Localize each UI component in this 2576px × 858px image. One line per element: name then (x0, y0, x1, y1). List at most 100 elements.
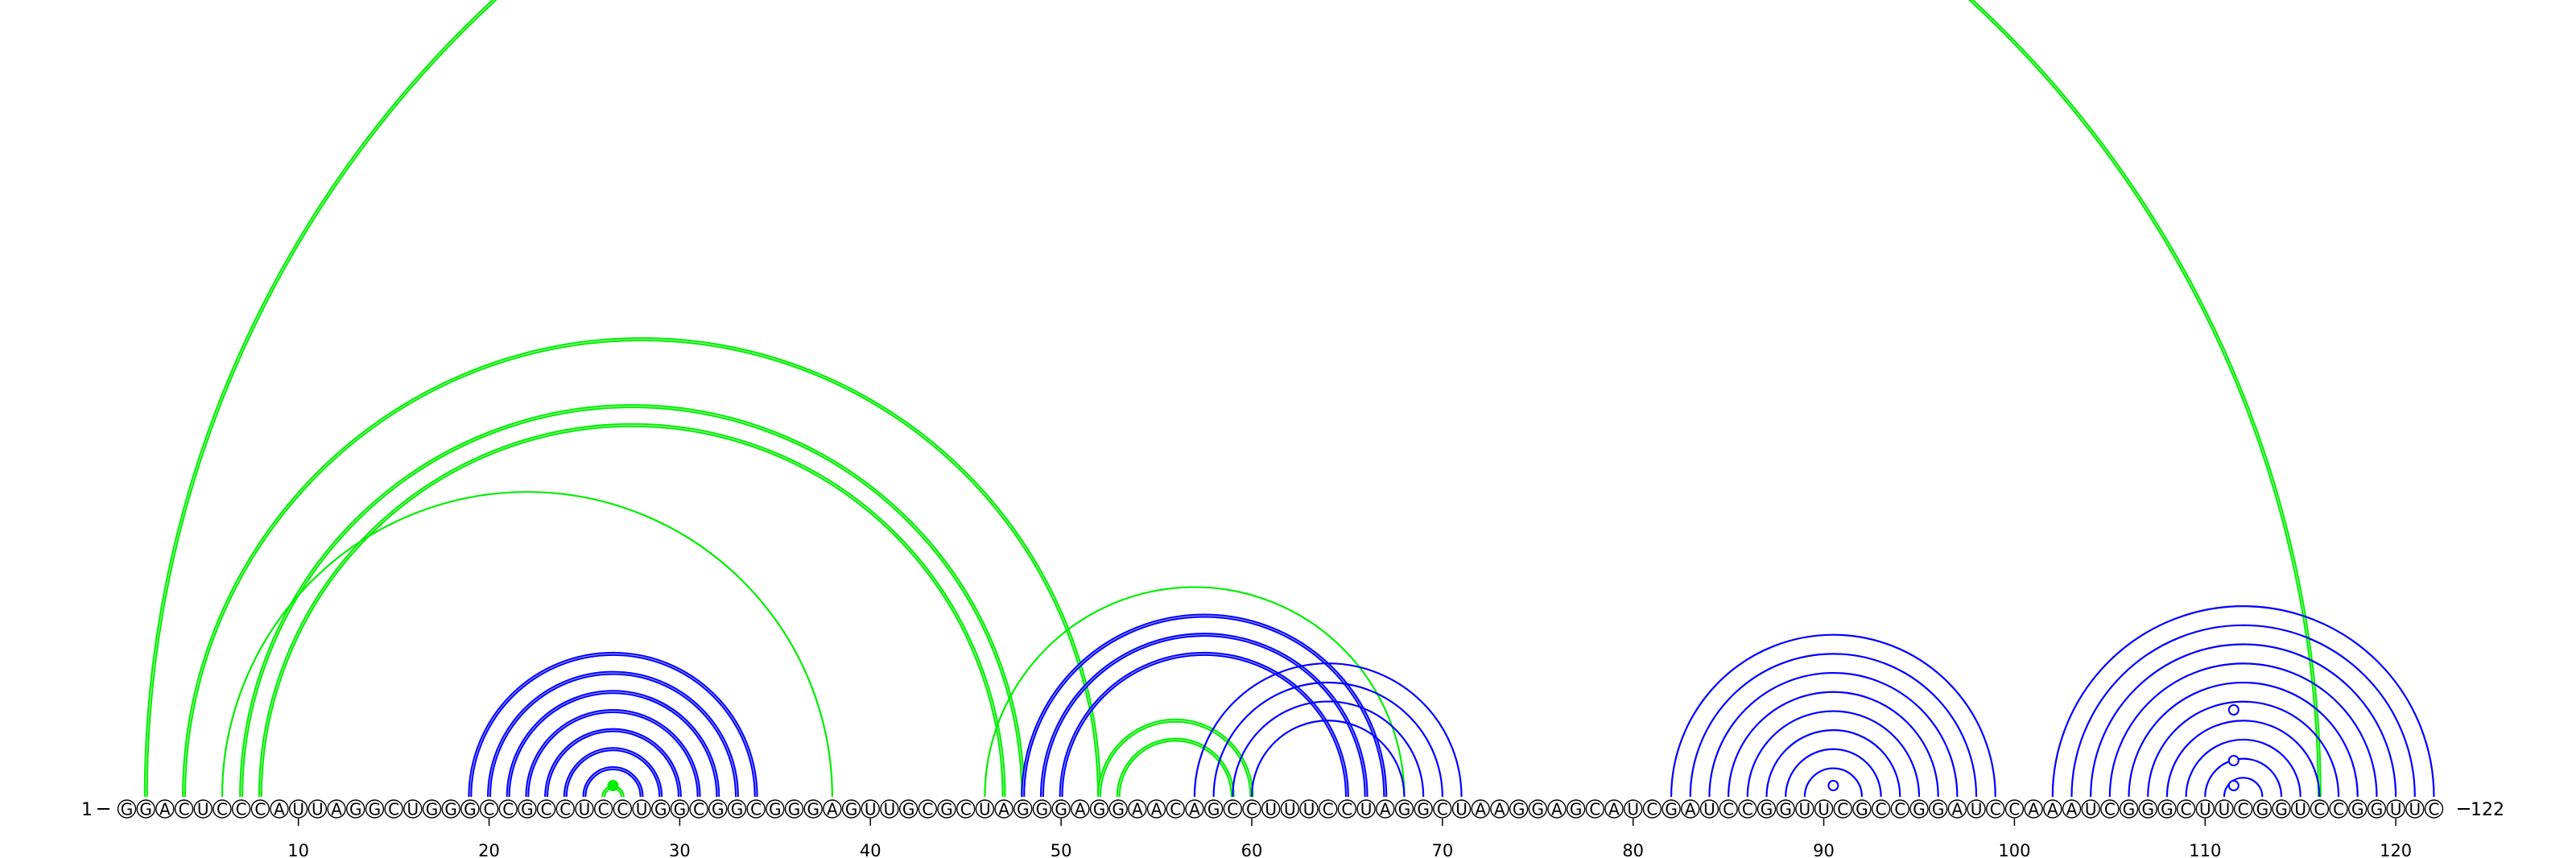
nucleotide-circle (1528, 799, 1547, 819)
nucleotide-letter: G (444, 800, 457, 819)
nucleotide-circle (2195, 799, 2215, 819)
nucleotide-letter: C (960, 800, 972, 819)
base-pair-arc-inner (1117, 739, 1233, 798)
nucleotide-letter: U (865, 800, 877, 819)
base-pair-arc (1746, 711, 1921, 798)
nucleotide-circle (1337, 799, 1357, 819)
nucleotide-circle (1662, 799, 1681, 819)
base-pair-arc (1765, 729, 1901, 798)
nucleotide-circle (1928, 799, 1948, 819)
nucleotide-circle (918, 799, 938, 819)
nucleotide-circle (1451, 799, 1472, 819)
nucleotide-letter: A (1952, 800, 1963, 819)
nucleotide-circle (2424, 799, 2444, 819)
nucleotide-letter: C (617, 800, 628, 819)
nucleotide-letter: C (598, 800, 609, 819)
nucleotide-letter: C (179, 800, 190, 819)
base-pair-arc-inner (564, 749, 662, 798)
base-pair-arc (221, 491, 833, 798)
nucleotide-circle (2062, 799, 2082, 819)
nucleotide-circle (1699, 799, 1719, 819)
nucleotide-letter: G (2141, 800, 2154, 819)
nucleotide-circle (2138, 799, 2157, 819)
nucleotide-circle (2100, 799, 2120, 819)
nucleotide-letter: G (807, 800, 819, 819)
nucleotide-circle (1585, 799, 1605, 819)
nucleotide-circle (1757, 799, 1777, 819)
nucleotide-letter: U (1818, 800, 1830, 819)
nucleotide-letter: G (845, 800, 858, 819)
nucleotide-circle (2272, 799, 2291, 819)
nucleotide-letter: G (521, 800, 534, 819)
nucleotide-circle (327, 799, 346, 819)
nucleotide-letter: U (2219, 800, 2231, 819)
pair-marker (2227, 704, 2240, 716)
base-pair-arc (1803, 767, 1864, 798)
tick-label: 20 (478, 841, 500, 858)
nucleotide-letter: G (1036, 800, 1049, 819)
nucleotide-letter: C (1894, 800, 1905, 819)
nucleotide-circle (1203, 799, 1224, 819)
nucleotide-letter: A (331, 800, 342, 819)
base-pair-arc (2128, 682, 2359, 798)
nucleotide-circle (2405, 799, 2425, 819)
nucleotide-letter: C (217, 800, 228, 819)
nucleotide-circle (746, 799, 766, 819)
nucleotide-letter: G (139, 800, 152, 819)
base-pair-arc-inner (545, 729, 680, 798)
base-pair-arc (2108, 662, 2378, 798)
sequence-backbone: 1 122 (81, 800, 2504, 820)
nucleotide-circle (1719, 799, 1738, 819)
nucleotide-letter: G (426, 800, 439, 819)
nucleotide-letter: G (2371, 800, 2384, 819)
nucleotide-circle (1261, 799, 1281, 819)
tick-label: 10 (287, 841, 309, 858)
nucleotide-circle (670, 799, 690, 819)
nucleotide-circle (136, 799, 155, 819)
nucleotide-letter: A (1608, 800, 1620, 819)
nucleotide-letter: G (349, 800, 362, 819)
pair-marker (1827, 780, 1839, 791)
base-pair-arc (1708, 672, 1959, 798)
nucleotide-circle (384, 799, 403, 819)
nucleotide-letter: G (940, 800, 953, 819)
nucleotide-circle (174, 799, 194, 819)
nucleotide-letter: G (902, 800, 915, 819)
nucleotide-circle (1471, 799, 1490, 819)
nucleotide-letter: A (274, 800, 285, 819)
nucleotide-circle (632, 799, 651, 819)
base-pair-arc (2204, 757, 2283, 798)
nucleotide-letter: C (1876, 800, 1887, 819)
nucleotide-circle (1032, 799, 1052, 819)
nucleotide-circle (155, 799, 175, 819)
nucleotide-circle (1642, 799, 1662, 819)
nucleotide-letter: C (1323, 800, 1334, 819)
nucleotide-letter: C (502, 800, 514, 819)
nucleotide-circle (1376, 799, 1395, 819)
base-pair-arc-inner (507, 691, 719, 798)
nucleotide-circle (193, 799, 213, 819)
nucleotide-circle (1185, 799, 1204, 819)
nucleotide-letter: C (254, 800, 266, 819)
nucleotide-circle (1509, 799, 1529, 819)
tick-label: 110 (2189, 841, 2221, 858)
base-pair-arc-inner (241, 406, 1024, 798)
nucleotide-circle (1319, 799, 1338, 819)
nucleotide-circle (689, 799, 708, 819)
nucleotide-letter: U (1284, 800, 1296, 819)
nucleotide-letter: U (1303, 800, 1315, 819)
nucleotide-letter: C (559, 800, 571, 819)
nucleotide-circle (1986, 799, 2005, 819)
nucleotide-letter: G (1513, 800, 1525, 819)
nucleotide-circle (1013, 799, 1033, 819)
nucleotide-circle (479, 799, 499, 819)
base-pair-arc (258, 423, 1006, 798)
nucleotide-letter: U (884, 800, 896, 819)
nucleotide-circle (2367, 799, 2387, 819)
nucleotide-letter: C (1170, 800, 1181, 819)
base-pair-arc-inner (469, 653, 757, 798)
base-pair-arc (1212, 682, 1443, 798)
nucleotide-circle (441, 799, 460, 819)
nucleotide-circle (1833, 799, 1852, 819)
